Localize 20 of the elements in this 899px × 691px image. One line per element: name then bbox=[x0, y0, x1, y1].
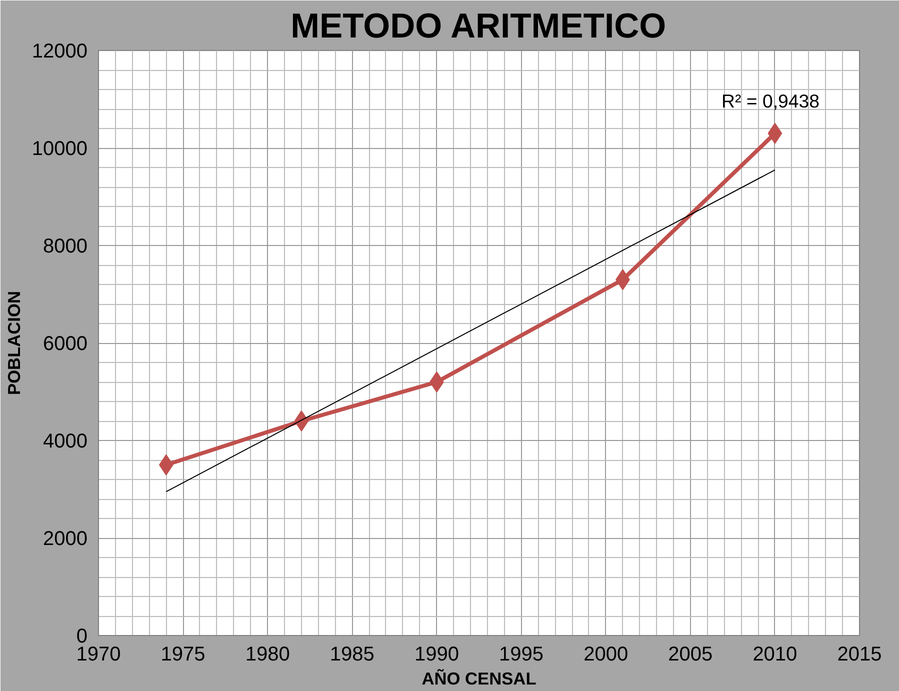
x-axis-title: AÑO CENSAL bbox=[422, 668, 537, 688]
y-tick-label: 6000 bbox=[43, 333, 88, 355]
y-tick-label: 2000 bbox=[43, 528, 88, 550]
x-tick-label: 1985 bbox=[330, 644, 374, 666]
y-tick-label: 12000 bbox=[32, 40, 88, 62]
x-tick-label: 2000 bbox=[584, 644, 628, 666]
chart-title: METODO ARITMETICO bbox=[290, 8, 666, 46]
x-tick-label: 1975 bbox=[160, 644, 206, 666]
y-axis-title: POBLACION bbox=[4, 291, 24, 395]
y-tick-label: 8000 bbox=[43, 236, 88, 258]
x-tick-label: 2005 bbox=[668, 644, 713, 666]
x-tick-label: 1990 bbox=[414, 644, 459, 666]
point bbox=[294, 410, 309, 432]
y-tick-label: 10000 bbox=[32, 138, 88, 160]
y-tick-label: 4000 bbox=[43, 430, 88, 452]
x-tick-label: 1995 bbox=[499, 644, 544, 666]
annotation: R² = 0,9438 bbox=[721, 90, 820, 112]
x-tick-label: 2010 bbox=[752, 644, 798, 666]
x-tick-label: 1980 bbox=[245, 644, 290, 666]
x-tick-label: 2015 bbox=[837, 644, 882, 666]
